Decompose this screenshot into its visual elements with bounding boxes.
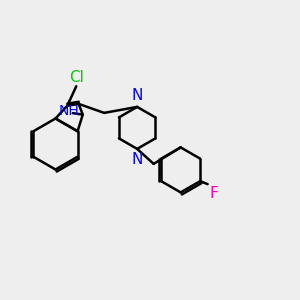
Text: N: N (131, 152, 143, 167)
Text: NH: NH (58, 104, 79, 118)
Text: N: N (131, 88, 143, 103)
Text: Cl: Cl (69, 70, 84, 85)
Text: F: F (209, 186, 218, 201)
